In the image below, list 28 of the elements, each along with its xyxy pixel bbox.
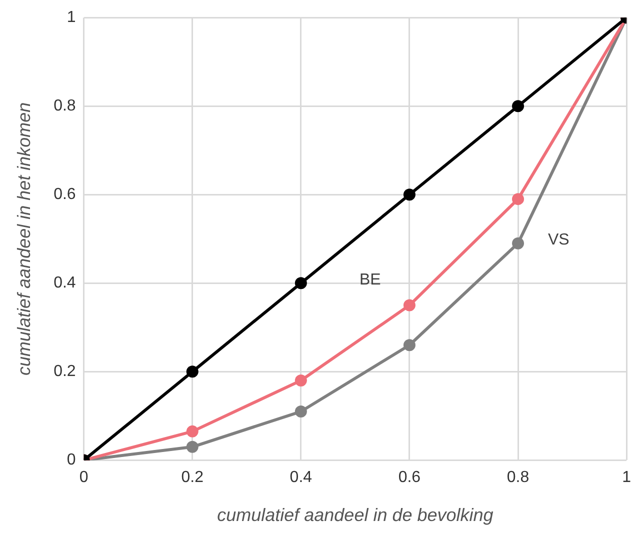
point — [512, 237, 524, 250]
point — [403, 339, 416, 352]
series-label: VS — [548, 232, 570, 249]
point — [512, 193, 524, 206]
y-tick-label: 0.2 — [54, 363, 76, 380]
y-tick-label: 0.4 — [54, 274, 76, 292]
x-tick-label: 1 — [622, 469, 632, 486]
x-tick-label: 0.8 — [506, 469, 530, 486]
point — [403, 299, 416, 312]
y-tick-label: 0 — [66, 452, 76, 469]
x-tick-label: 0.4 — [290, 469, 312, 486]
x-axis-title: cumulatief aandeel in de bevolking — [217, 505, 494, 526]
point — [294, 277, 307, 290]
x-tick-label: 0.2 — [181, 469, 204, 486]
series-label: BE — [359, 272, 381, 289]
point — [186, 440, 198, 453]
x-tick-label: 0 — [79, 469, 88, 486]
y-tick-label: 0.6 — [54, 186, 76, 204]
y-tick-label: 0.8 — [54, 98, 76, 115]
x-tick-label: 0.6 — [398, 469, 421, 486]
y-axis-title: cumulatief aandeel in het inkomen — [14, 102, 34, 376]
point — [186, 425, 198, 438]
point — [186, 366, 198, 378]
point — [294, 406, 307, 418]
point — [512, 100, 524, 112]
point — [294, 374, 307, 387]
point — [403, 188, 416, 201]
y-tick-label: 1 — [66, 9, 76, 26]
